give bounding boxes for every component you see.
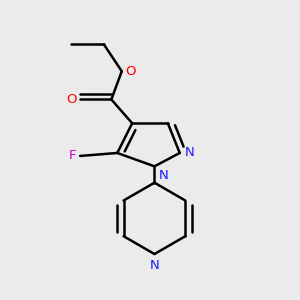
Text: N: N bbox=[150, 260, 159, 272]
Text: O: O bbox=[66, 93, 76, 106]
Text: N: N bbox=[185, 146, 195, 160]
Text: N: N bbox=[159, 169, 169, 182]
Text: O: O bbox=[125, 65, 136, 78]
Text: F: F bbox=[69, 149, 76, 162]
